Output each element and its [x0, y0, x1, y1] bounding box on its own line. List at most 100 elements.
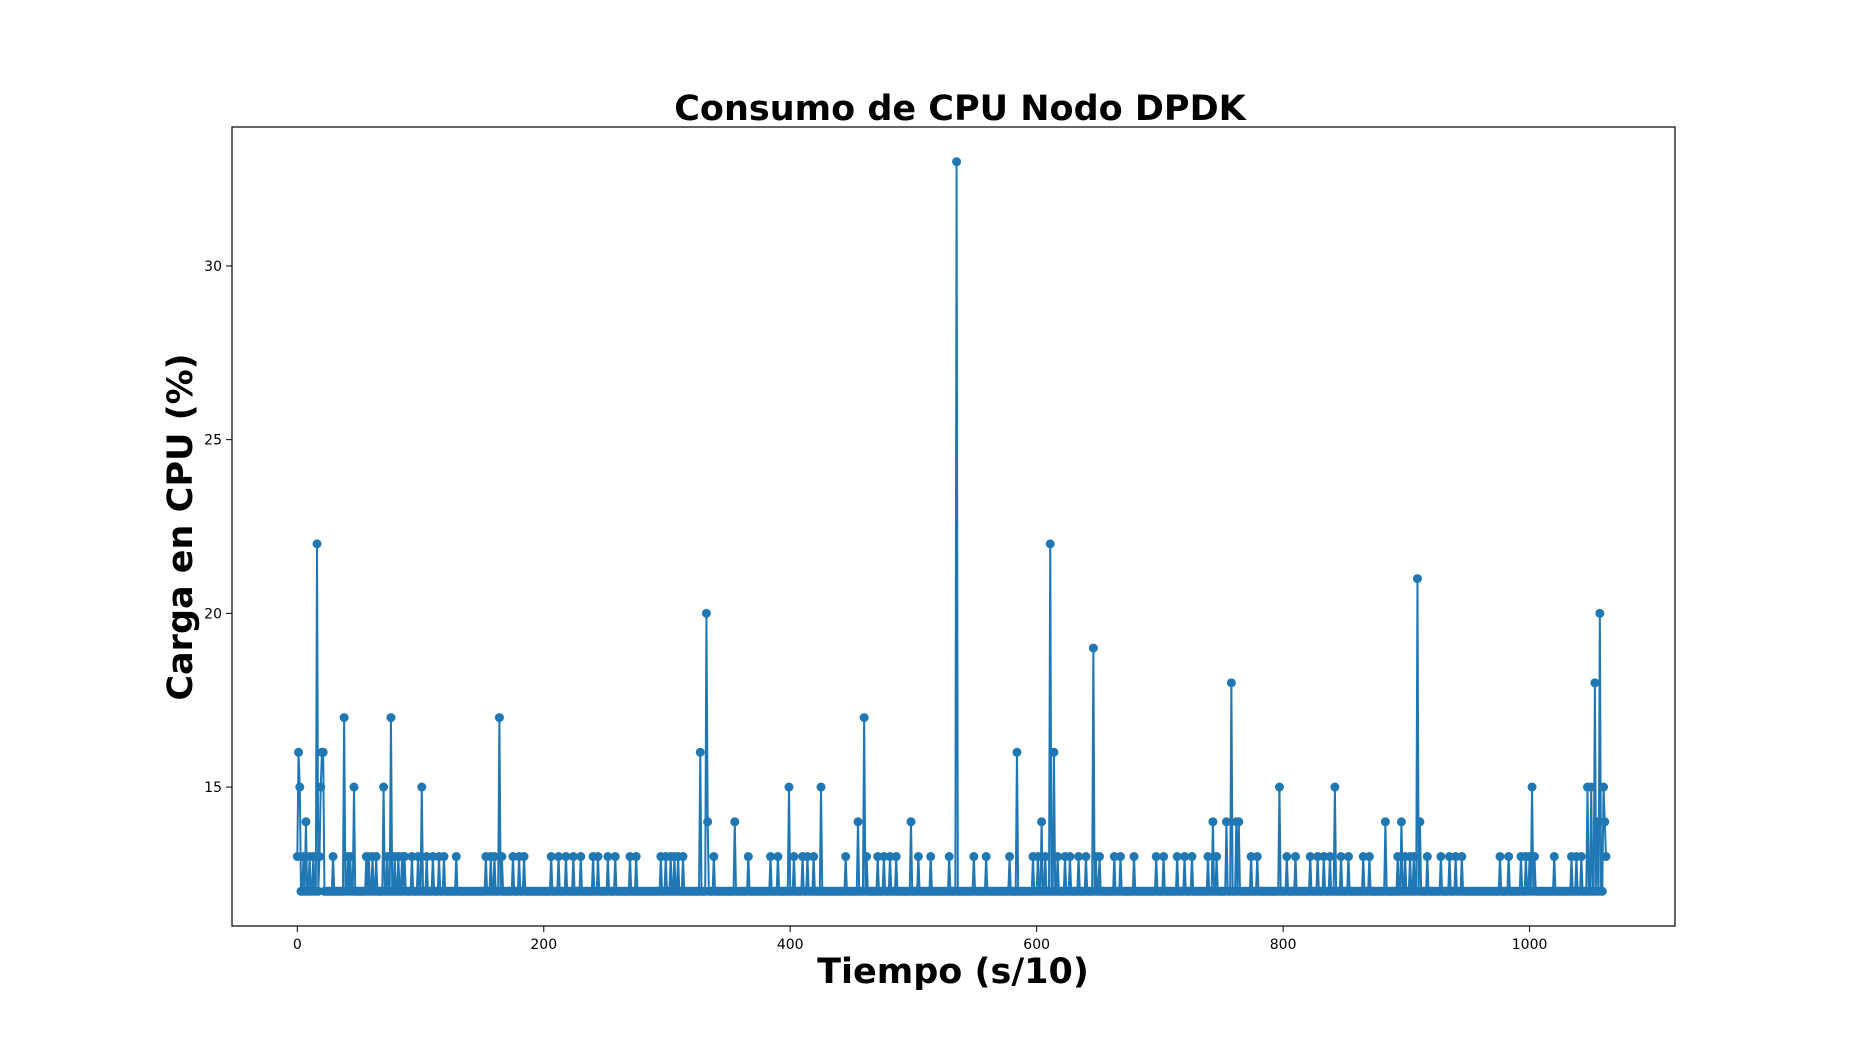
data-point — [497, 852, 507, 862]
data-point — [809, 852, 819, 862]
y-tick-label: 20 — [204, 606, 222, 622]
data-point — [1226, 678, 1236, 688]
data-point — [773, 852, 783, 862]
series-points — [292, 157, 1611, 896]
data-point — [784, 782, 794, 792]
data-point — [1012, 747, 1022, 757]
data-point — [519, 852, 529, 862]
data-point — [451, 852, 461, 862]
data-point — [1495, 852, 1505, 862]
data-point — [913, 852, 923, 862]
data-point — [1527, 782, 1537, 792]
data-point — [379, 782, 389, 792]
data-point — [1325, 852, 1335, 862]
data-point — [428, 852, 438, 862]
data-point — [1252, 852, 1262, 862]
data-point — [508, 852, 518, 862]
data-point — [631, 852, 641, 862]
data-point — [1045, 539, 1055, 549]
data-point — [1037, 817, 1047, 827]
x-tick-label: 0 — [293, 937, 302, 953]
data-point — [314, 852, 324, 862]
data-point — [339, 713, 349, 723]
data-point — [1444, 852, 1454, 862]
data-point — [295, 782, 305, 792]
data-point — [859, 713, 869, 723]
data-point — [1599, 782, 1609, 792]
data-point — [1053, 852, 1063, 862]
data-point — [576, 852, 586, 862]
data-point — [1074, 852, 1084, 862]
data-point — [1313, 852, 1323, 862]
data-point — [1221, 817, 1231, 827]
data-point — [1129, 852, 1139, 862]
data-point — [345, 852, 355, 862]
data-point — [561, 852, 571, 862]
data-point — [1208, 817, 1218, 827]
y-axis-label: Carga en CPU (%) — [161, 353, 201, 700]
data-point — [316, 782, 326, 792]
data-point — [593, 852, 603, 862]
data-point — [1380, 817, 1390, 827]
data-point — [1412, 574, 1422, 584]
x-tick-label: 200 — [530, 937, 557, 953]
data-point — [1330, 782, 1340, 792]
data-point — [546, 852, 556, 862]
data-point — [1530, 852, 1540, 862]
data-point — [701, 608, 711, 618]
data-point — [313, 886, 323, 896]
data-point — [1187, 852, 1197, 862]
data-point — [841, 852, 851, 862]
data-point — [1246, 852, 1256, 862]
data-point — [1592, 817, 1602, 827]
data-point — [1451, 852, 1461, 862]
data-point — [926, 852, 936, 862]
data-point — [1549, 852, 1559, 862]
data-point — [1576, 852, 1586, 862]
x-tick-label: 800 — [1270, 937, 1297, 953]
plot-frame — [231, 126, 1676, 927]
x-tick-label: 600 — [1023, 937, 1050, 953]
data-point — [766, 852, 776, 862]
data-point — [292, 852, 302, 862]
y-tick-label: 15 — [204, 780, 222, 796]
data-point — [1504, 852, 1514, 862]
data-point — [439, 852, 449, 862]
data-point — [1282, 852, 1292, 862]
data-point — [885, 852, 895, 862]
data-point — [386, 713, 396, 723]
data-point — [981, 852, 991, 862]
data-point — [1436, 852, 1446, 862]
data-point — [1595, 608, 1605, 618]
data-point — [730, 817, 740, 827]
data-point — [1305, 852, 1315, 862]
data-point — [1203, 852, 1213, 862]
data-point — [802, 852, 812, 862]
data-point — [709, 852, 719, 862]
data-point — [1172, 852, 1182, 862]
y-axis: 15 20 25 30 — [204, 259, 232, 796]
data-point — [879, 852, 889, 862]
y-tick-label: 25 — [204, 433, 222, 449]
data-point — [1597, 886, 1607, 896]
data-point — [610, 852, 620, 862]
data-point — [382, 852, 392, 862]
data-point — [853, 817, 863, 827]
data-point — [1274, 782, 1284, 792]
data-point — [417, 782, 427, 792]
plot-area — [292, 157, 1611, 896]
data-point — [1601, 852, 1611, 862]
data-point — [1336, 852, 1346, 862]
data-point — [743, 852, 753, 862]
data-point — [407, 852, 417, 862]
data-point — [625, 852, 635, 862]
data-point — [1151, 852, 1161, 862]
data-point — [1600, 817, 1610, 827]
data-point — [873, 852, 883, 862]
data-point — [422, 852, 432, 862]
series-line — [296, 160, 1607, 893]
data-point — [298, 852, 308, 862]
data-point — [1081, 852, 1091, 862]
